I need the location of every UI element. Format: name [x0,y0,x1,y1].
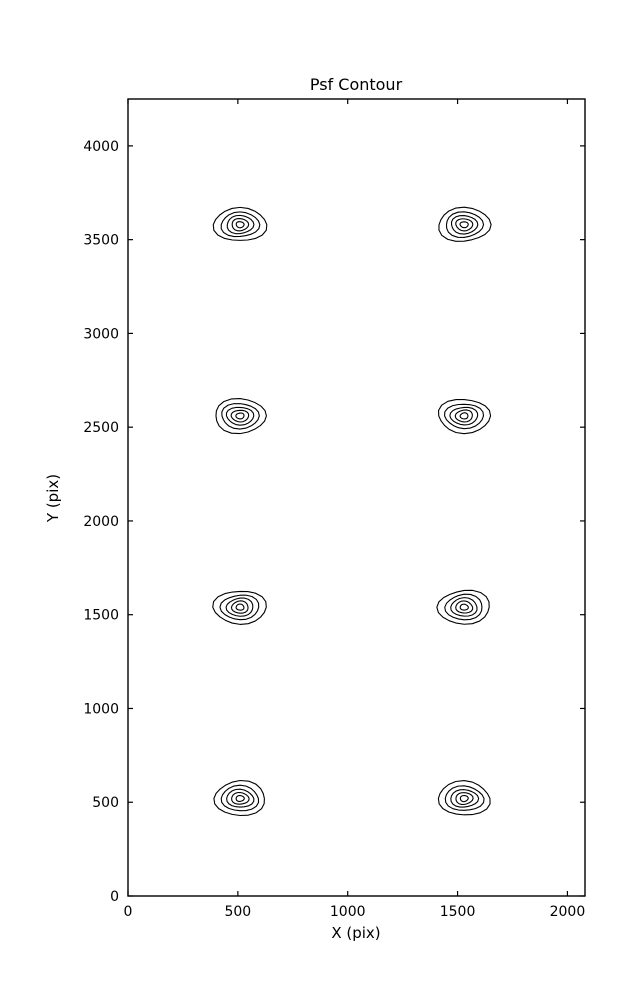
psf-contour-blob [436,589,490,625]
contour-level [230,409,250,423]
contour-level [450,597,478,617]
contour-level [213,779,265,817]
contour-level [444,593,483,621]
y-axis-label: Y (pix) [44,474,62,523]
contour-level-peak [459,603,469,611]
chart-title: Psf Contour [310,75,403,94]
contour-level-peak [235,221,245,229]
contour-level [449,406,479,426]
contour-level [445,211,485,238]
contour-level [436,589,490,625]
y-tick-label: 1500 [83,608,119,624]
x-tick-label: 0 [124,904,133,920]
y-axis-tick-labels: 0 500 1000 1500 2000 2500 3000 3500 4000 [83,139,119,905]
y-tick-label: 500 [92,795,119,811]
contour-level-peak [459,794,469,803]
contour-level [455,218,474,232]
y-tick-label: 3000 [83,326,119,342]
contour-level [454,409,473,423]
psf-contour-blob [212,590,267,625]
y-axis-ticks [128,145,585,897]
contour-level [450,789,480,808]
x-tick-label: 2000 [550,904,586,920]
psf-contour-blob [438,206,492,242]
contour-level [220,211,261,238]
y-tick-label: 3500 [83,233,119,249]
axes-frame [127,98,586,897]
contour-level-peak [235,795,245,802]
contour-level [230,600,249,614]
x-axis-ticks [127,99,569,896]
contour-level [219,594,260,621]
psf-contour-blob [212,206,268,241]
x-axis-label: X (pix) [331,924,380,942]
psf-contour-blob [437,780,491,816]
contour-level [226,788,255,808]
contour-level [215,398,267,435]
contour-level [444,403,485,430]
contour-level-peak [235,412,245,420]
y-tick-label: 2500 [83,420,119,436]
contour-level-peak [235,603,245,611]
contour-series [212,206,492,817]
psf-contour-blob [213,779,265,817]
x-axis-tick-labels: 0 500 1000 1500 2000 [124,904,586,920]
contour-level [220,784,260,812]
contour-level [231,791,250,805]
contour-level-peak [459,412,469,420]
contour-level [221,403,260,430]
contour-level [212,206,268,241]
contour-level [451,215,479,235]
y-tick-label: 4000 [83,139,119,155]
y-tick-label: 1000 [83,701,119,717]
contour-level [225,597,254,617]
contour-level [437,780,491,816]
contour-level [231,217,250,232]
y-tick-label: 2000 [83,514,119,530]
contour-level [438,206,492,242]
contour-level-peak [459,221,469,229]
x-tick-label: 500 [224,904,251,920]
contour-level [437,399,492,435]
x-tick-label: 1000 [330,904,366,920]
contour-level [444,785,485,811]
contour-level [225,406,255,426]
psf-contour-blob [215,398,267,435]
contour-level [226,214,255,235]
x-tick-label: 1500 [440,904,476,920]
contour-level [455,600,474,614]
psf-contour-blob [437,399,492,435]
y-tick-label: 0 [110,889,119,905]
contour-level [212,590,267,625]
contour-level [455,792,474,806]
